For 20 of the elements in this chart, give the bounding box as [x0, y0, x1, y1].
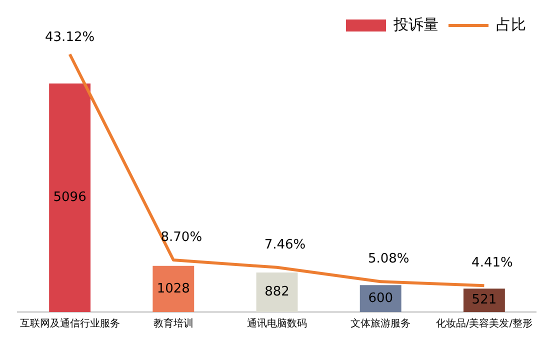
- data-label: 5.08%: [368, 252, 410, 267]
- x-tick-label: 互联网及通信行业服务: [20, 318, 120, 330]
- data-label: 43.12%: [45, 30, 95, 46]
- data-label: 5096: [53, 190, 86, 206]
- bar: [463, 288, 505, 312]
- x-tick-label: 文体旅游服务: [350, 318, 411, 330]
- bar: [49, 84, 91, 312]
- data-label: 600: [368, 290, 394, 306]
- x-tick-label: 教育培训: [153, 318, 194, 330]
- x-tick-label: 通讯电脑数码: [247, 318, 307, 330]
- bar: [152, 266, 194, 312]
- legend-label: 占比: [496, 15, 526, 34]
- data-label: 882: [264, 284, 290, 300]
- data-label: 4.41%: [472, 256, 513, 271]
- data-label: 1028: [156, 281, 190, 296]
- legend-label: 投诉量: [392, 15, 438, 34]
- bar: [360, 285, 402, 312]
- data-label: 7.46%: [264, 237, 306, 252]
- data-label: 521: [472, 292, 497, 308]
- x-tick-label: 化妆品/美容美发/整形: [436, 318, 533, 330]
